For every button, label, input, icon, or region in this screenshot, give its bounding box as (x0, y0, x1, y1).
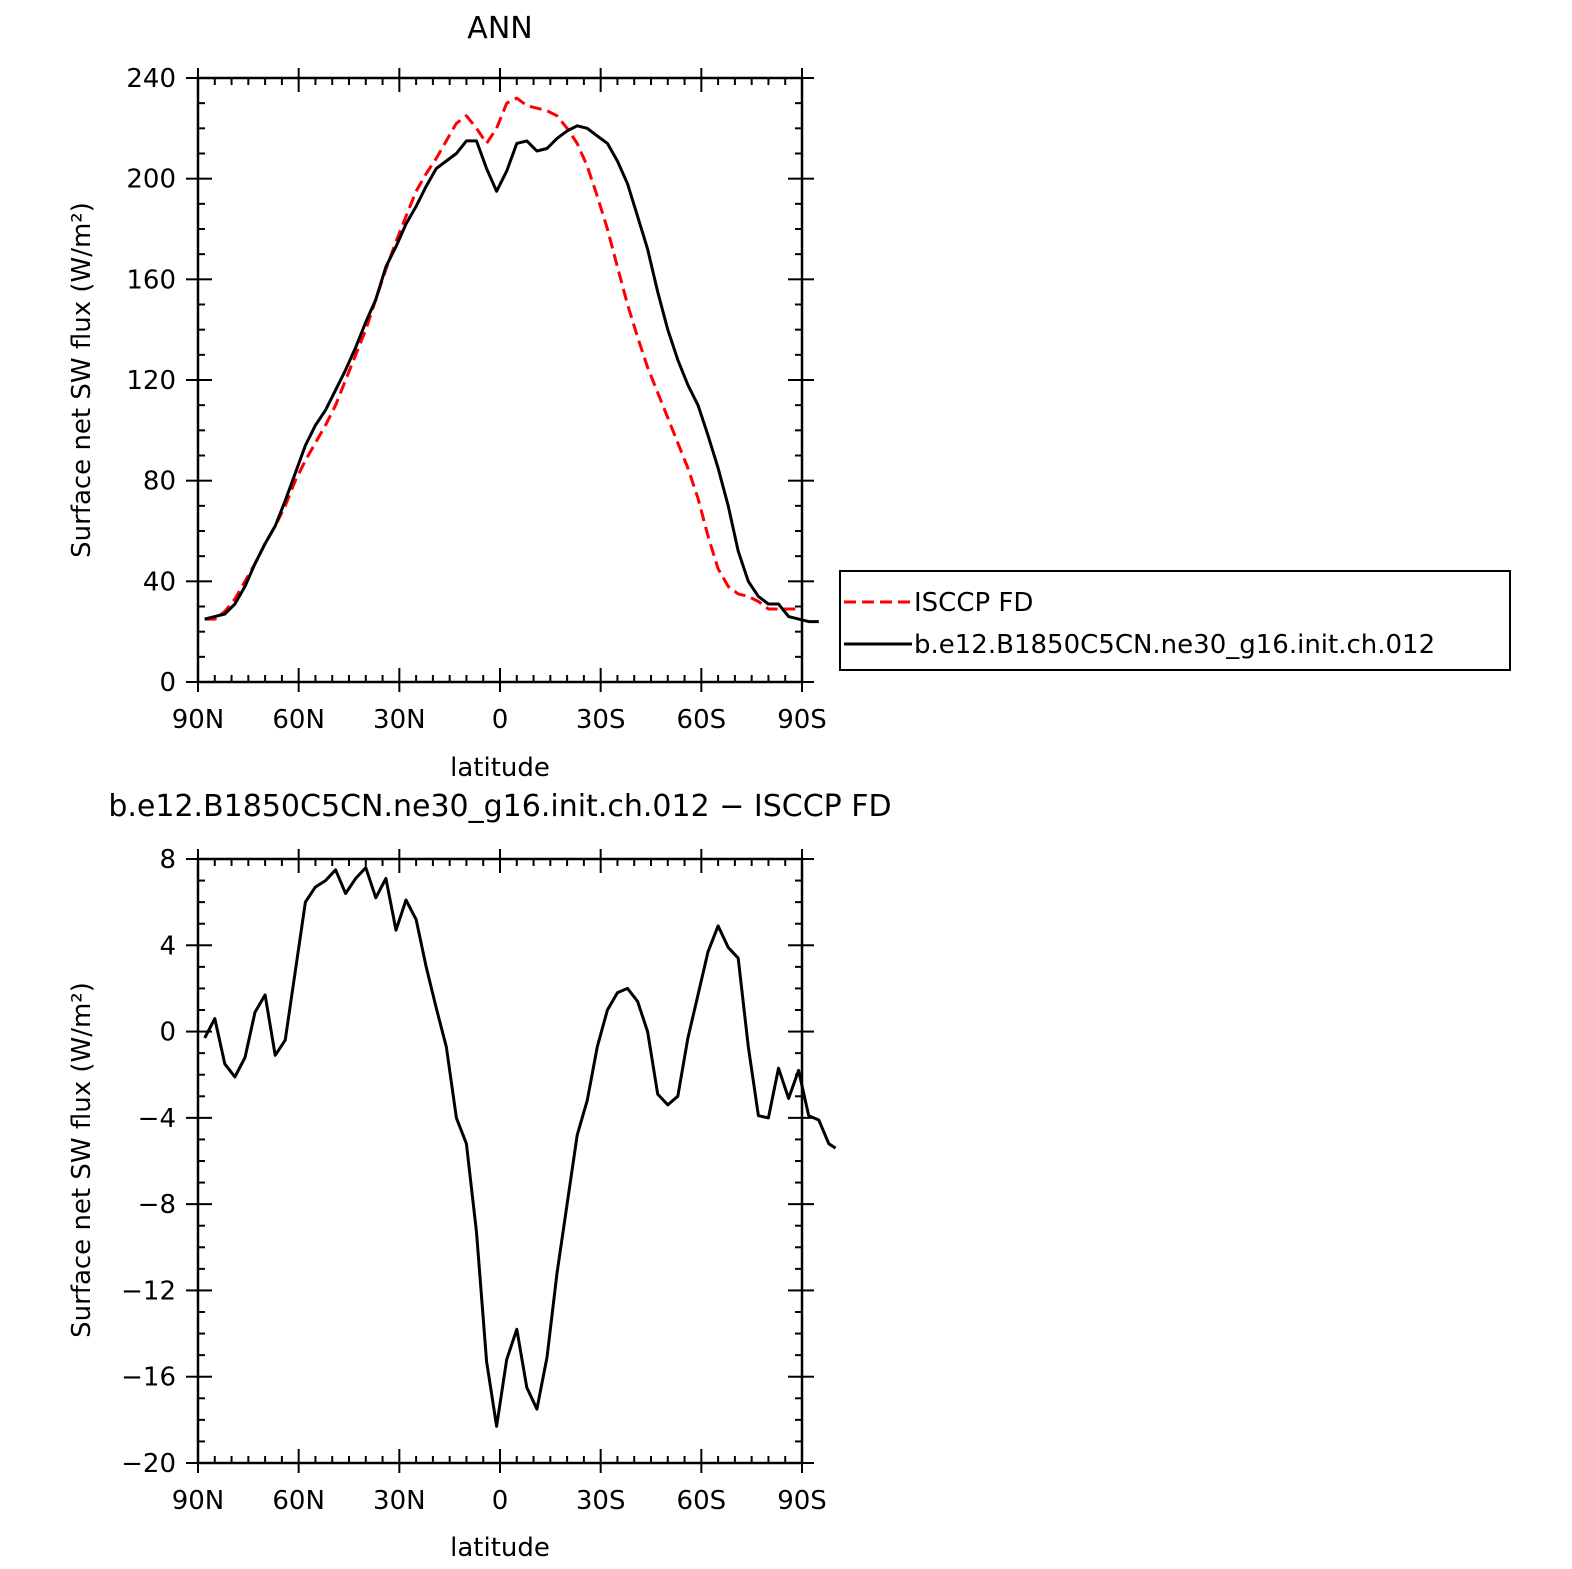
y-tick-label: −4 (138, 1104, 176, 1134)
axes: 90N 60N 30N 0 30S 60S 90S −20 −16 −12 −8 −4 0 4 8 (121, 845, 827, 1516)
y-tick-label: −12 (121, 1276, 176, 1306)
y-tick-label: 8 (159, 845, 176, 875)
y-tick-label: 80 (143, 467, 176, 497)
series-group (204, 96, 819, 624)
y-tick-label: −16 (121, 1363, 176, 1393)
series-line-isccp-fd (204, 96, 796, 621)
x-axis-title: latitude (450, 753, 550, 783)
x-tick-label: 0 (492, 705, 509, 735)
chart-title: ANN (467, 11, 532, 46)
plot-frame (196, 857, 804, 1465)
y-axis-title: Surface net SW flux (W/m²) (67, 202, 97, 558)
y-tick-label: 0 (159, 1018, 176, 1048)
y-tick-label: 120 (126, 366, 176, 396)
plot-frame (196, 76, 804, 684)
x-tick-label: 60S (677, 705, 727, 735)
y-tick-label: 40 (143, 567, 176, 597)
y-axis-title: Surface net SW flux (W/m²) (67, 982, 97, 1338)
y-tick-label: 0 (159, 668, 176, 698)
series-line-b-e12-b1850c5cn-ne30-g16-init-ch-012 (204, 124, 819, 624)
y-tick-label: 4 (159, 931, 176, 961)
legend-box (839, 570, 1511, 671)
x-tick-label: 60N (272, 1486, 325, 1516)
legend-label-isccp: ISCCP FD (914, 588, 1033, 618)
legend-label-model: b.e12.B1850C5CN.ne30_g16.init.ch.012 (914, 630, 1435, 660)
y-tick-label: 200 (126, 165, 176, 195)
y-tick-label: −8 (138, 1190, 176, 1220)
chart-title: b.e12.B1850C5CN.ne30_g16.init.ch.012 − I… (108, 789, 891, 824)
chart-annual-flux: ANN Surface net SW flux (W/m²) latitude … (67, 11, 1511, 783)
x-tick-label: 60S (677, 1486, 727, 1516)
x-tick-label: 60N (272, 705, 325, 735)
x-tick-label: 30N (373, 1486, 426, 1516)
x-tick-label: 30N (373, 705, 426, 735)
chart-difference: b.e12.B1850C5CN.ne30_g16.init.ch.012 − I… (67, 789, 892, 1563)
y-tick-label: 240 (126, 64, 176, 94)
x-tick-label: 30S (576, 705, 626, 735)
series-line-difference (203, 866, 837, 1428)
x-tick-label: 90S (777, 705, 827, 735)
x-tick-label: 0 (492, 1486, 509, 1516)
series-group (203, 866, 837, 1428)
x-tick-label: 30S (576, 1486, 626, 1516)
x-tick-label: 90S (777, 1486, 827, 1516)
x-tick-label: 90N (172, 1486, 225, 1516)
y-tick-label: 160 (126, 265, 176, 295)
x-axis-title: latitude (450, 1533, 550, 1563)
x-tick-label: 90N (172, 705, 225, 735)
y-tick-label: −20 (121, 1449, 176, 1479)
axes: 90N 60N 30N 0 30S 60S 90S 0 40 80 120 160 200 240 (126, 64, 826, 735)
legend: ISCCP FD b.e12.B1850C5CN.ne30_g16.init.c… (839, 570, 1511, 671)
